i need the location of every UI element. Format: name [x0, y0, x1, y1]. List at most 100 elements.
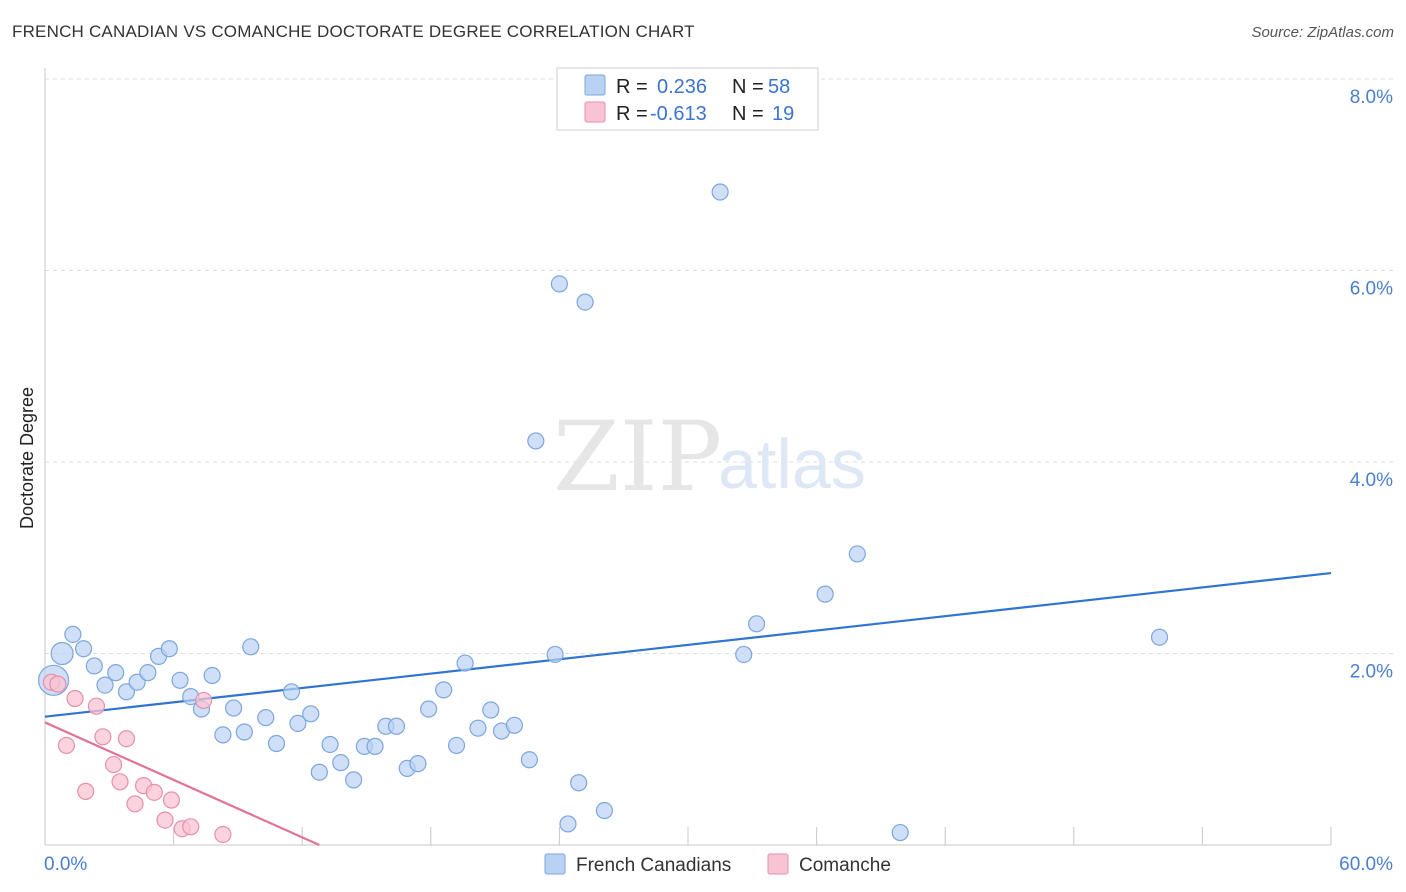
data-point-comanche-7: [104, 755, 123, 774]
comanche-points: [42, 673, 232, 844]
data-point-french-canadians-52: [735, 645, 753, 664]
data-point-french-canadians-24: [302, 705, 320, 723]
legend-swatch-blue: [584, 74, 606, 96]
data-point-french-canadians-53: [747, 615, 766, 633]
data-point-french-canadians-37: [447, 736, 466, 755]
data-point-french-canadians-56: [891, 823, 909, 842]
data-point-french-canadians-47: [550, 275, 569, 293]
data-point-french-canadians-43: [520, 751, 538, 769]
data-point-comanche-10: [126, 795, 144, 813]
data-point-french-canadians-55: [848, 545, 866, 563]
trend-lines: [44, 571, 1332, 847]
data-point-comanche-18: [214, 825, 232, 844]
data-point-french-canadians-23: [289, 714, 307, 732]
legend-n-label-pink: N =: [732, 103, 764, 125]
x-tick-label-1: 60.0%: [1339, 854, 1393, 875]
data-point-french-canadians-32: [387, 717, 406, 735]
trend-line-comanche: [44, 721, 320, 847]
data-point-comanche-3: [66, 689, 84, 708]
data-point-french-canadians-44: [527, 432, 545, 450]
data-point-comanche-16: [182, 818, 200, 836]
bottom-legend: French Canadians Comanche: [544, 853, 891, 876]
chart-title: FRENCH CANADIAN VS COMANCHE DOCTORATE DE…: [12, 22, 695, 41]
data-point-french-canadians-3: [74, 640, 93, 658]
data-point-french-canadians-46: [559, 815, 577, 833]
data-point-french-canadians-40: [482, 701, 500, 719]
data-point-comanche-4: [77, 782, 95, 800]
watermark: ZIP atlas: [553, 401, 866, 513]
watermark-atlas: atlas: [718, 425, 866, 503]
x-tick-labels: 0.0% 60.0%: [44, 854, 1393, 875]
watermark-zip: ZIP: [553, 401, 722, 513]
data-point-french-canadians-36: [435, 681, 453, 699]
data-point-french-canadians-51: [711, 183, 729, 201]
data-point-comanche-1: [49, 675, 67, 693]
data-point-french-canadians-25: [310, 763, 328, 781]
data-point-french-canadians-4: [85, 657, 103, 675]
top-legend: R = 0.236 N = 58 R = -0.613 N = 19: [556, 67, 819, 131]
french-canadians-points: [37, 183, 1169, 842]
grid-lines: [45, 78, 1393, 654]
data-point-french-canadians-21: [267, 734, 286, 753]
data-point-french-canadians-17: [225, 699, 243, 717]
data-point-french-canadians-38: [456, 654, 474, 672]
data-point-french-canadians-49: [576, 293, 594, 311]
data-point-french-canadians-30: [366, 737, 384, 755]
y-axis-title: Doctorate Degree: [17, 387, 37, 529]
data-point-french-canadians-57: [1150, 628, 1169, 646]
y-tick-labels: 2.0% 4.0% 6.0% 8.0%: [1350, 87, 1393, 683]
data-point-french-canadians-28: [345, 771, 363, 789]
y-tick-label-0: 2.0%: [1350, 662, 1393, 683]
data-point-french-canadians-54: [816, 585, 834, 603]
legend-r-value-blue: 0.236: [657, 76, 707, 98]
data-point-comanche-17: [195, 691, 213, 710]
data-point-french-canadians-19: [242, 638, 260, 656]
legend-r-label-blue: R =: [616, 76, 648, 98]
data-point-comanche-12: [145, 783, 163, 801]
data-point-comanche-6: [94, 728, 112, 746]
data-point-french-canadians-15: [203, 666, 221, 685]
data-point-comanche-5: [87, 697, 106, 715]
legend-n-value-pink: 19: [772, 103, 794, 125]
y-tick-label-2: 6.0%: [1350, 279, 1393, 300]
data-point-comanche-14: [162, 791, 181, 809]
x-tick-label-0: 0.0%: [44, 854, 87, 875]
y-tick-label-1: 4.0%: [1350, 470, 1393, 491]
data-point-french-canadians-45: [546, 645, 564, 664]
data-point-comanche-2: [57, 736, 76, 755]
bottom-legend-swatch-french-canadians: [544, 853, 566, 875]
data-point-french-canadians-35: [420, 700, 438, 718]
data-point-french-canadians-39: [469, 719, 487, 737]
data-point-french-canadians-20: [257, 709, 275, 727]
data-point-french-canadians-22: [282, 683, 301, 701]
data-point-french-canadians-5: [96, 676, 114, 694]
data-point-french-canadians-50: [595, 801, 614, 820]
data-point-french-canadians-7: [117, 683, 136, 701]
axes: [44, 68, 1332, 846]
legend-n-value-blue: 58: [768, 76, 790, 98]
data-point-french-canadians-48: [570, 774, 588, 792]
data-point-french-canadians-27: [332, 754, 350, 772]
chart-source: Source: ZipAtlas.com: [1251, 24, 1394, 41]
data-point-french-canadians-2: [64, 625, 82, 643]
data-point-comanche-8: [111, 773, 129, 791]
data-point-comanche-13: [156, 811, 174, 829]
bottom-legend-swatch-comanche: [767, 853, 789, 875]
data-point-french-canadians-26: [321, 735, 339, 754]
data-point-french-canadians-34: [409, 755, 427, 773]
bottom-legend-label-french-canadians: French Canadians: [576, 855, 731, 876]
data-point-french-canadians-1: [50, 641, 74, 666]
data-point-french-canadians-11: [160, 640, 178, 658]
legend-r-label-pink: R =: [616, 103, 648, 125]
legend-n-label-blue: N =: [732, 76, 764, 98]
trend-line-french-canadians: [44, 571, 1332, 718]
data-point-french-canadians-6: [107, 664, 125, 682]
data-point-french-canadians-8: [128, 673, 146, 691]
bottom-legend-label-comanche: Comanche: [799, 855, 891, 876]
data-point-french-canadians-42: [505, 716, 523, 734]
data-point-french-canadians-18: [235, 723, 253, 741]
data-point-comanche-9: [117, 730, 136, 748]
legend-r-value-pink: -0.613: [650, 103, 707, 125]
data-point-french-canadians-9: [139, 664, 157, 682]
